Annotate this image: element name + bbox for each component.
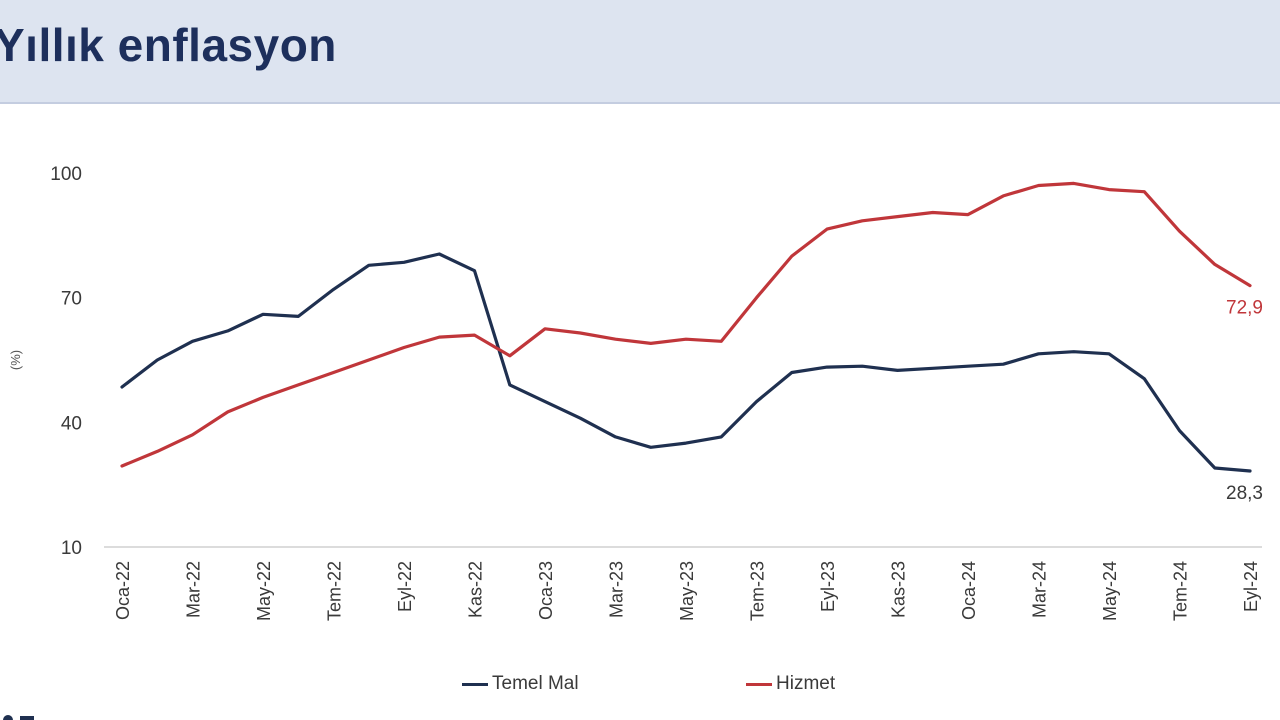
legend-swatch-hizmet: [746, 682, 772, 686]
y-axis-label: (%): [8, 350, 23, 370]
line-chart: 10 40 70 100 (%) Oca-22 Mar-22 May-22 Tem-22 Eyl-…: [8, 164, 1263, 621]
x-tick-label: Oca-23: [536, 561, 556, 620]
legend-item-hizmet: Hizmet: [746, 672, 835, 696]
x-tick-label: Kas-22: [466, 561, 486, 618]
y-tick-label: 40: [61, 413, 82, 434]
y-tick-label: 100: [50, 164, 82, 185]
y-tick-label: 10: [61, 538, 82, 559]
x-tick-label: Tem-24: [1171, 561, 1191, 621]
end-label-hizmet: 72,9: [1226, 298, 1263, 319]
x-tick-label: Tem-22: [325, 561, 345, 621]
x-tick-label: Oca-22: [113, 561, 133, 620]
legend-label-hizmet: Hizmet: [776, 673, 836, 694]
x-tick-label: Tem-23: [748, 561, 768, 621]
header-bar: Yıllık enflasyon: [0, 0, 1280, 104]
x-tick-label: May-22: [254, 561, 274, 621]
series-line-temel-mal: [120, 252, 1252, 473]
legend-swatch-temel-mal: [462, 682, 488, 686]
legend-label-temel-mal: Temel Mal: [492, 673, 579, 694]
x-tick-label: Mar-23: [607, 561, 627, 618]
x-tick-label: May-23: [677, 561, 697, 621]
end-label-temel-mal: 28,3: [1226, 483, 1263, 504]
x-tick-label: Mar-24: [1030, 561, 1050, 618]
legend-item-temel-mal: Temel Mal: [462, 672, 579, 696]
x-tick-label: Eyl-24: [1241, 561, 1261, 612]
x-tick-label: Oca-24: [959, 561, 979, 620]
x-tick-label: May-24: [1100, 561, 1120, 621]
x-tick-label: Eyl-23: [818, 561, 838, 612]
page-title: Yıllık enflasyon: [0, 19, 337, 71]
footer-logo-fragment: [3, 715, 34, 720]
y-tick-label: 70: [61, 289, 82, 310]
x-tick-label: Eyl-22: [395, 561, 415, 612]
x-tick-label: Mar-22: [184, 561, 204, 618]
x-tick-label: Kas-23: [889, 561, 909, 618]
series-line-hizmet: [120, 181, 1252, 468]
